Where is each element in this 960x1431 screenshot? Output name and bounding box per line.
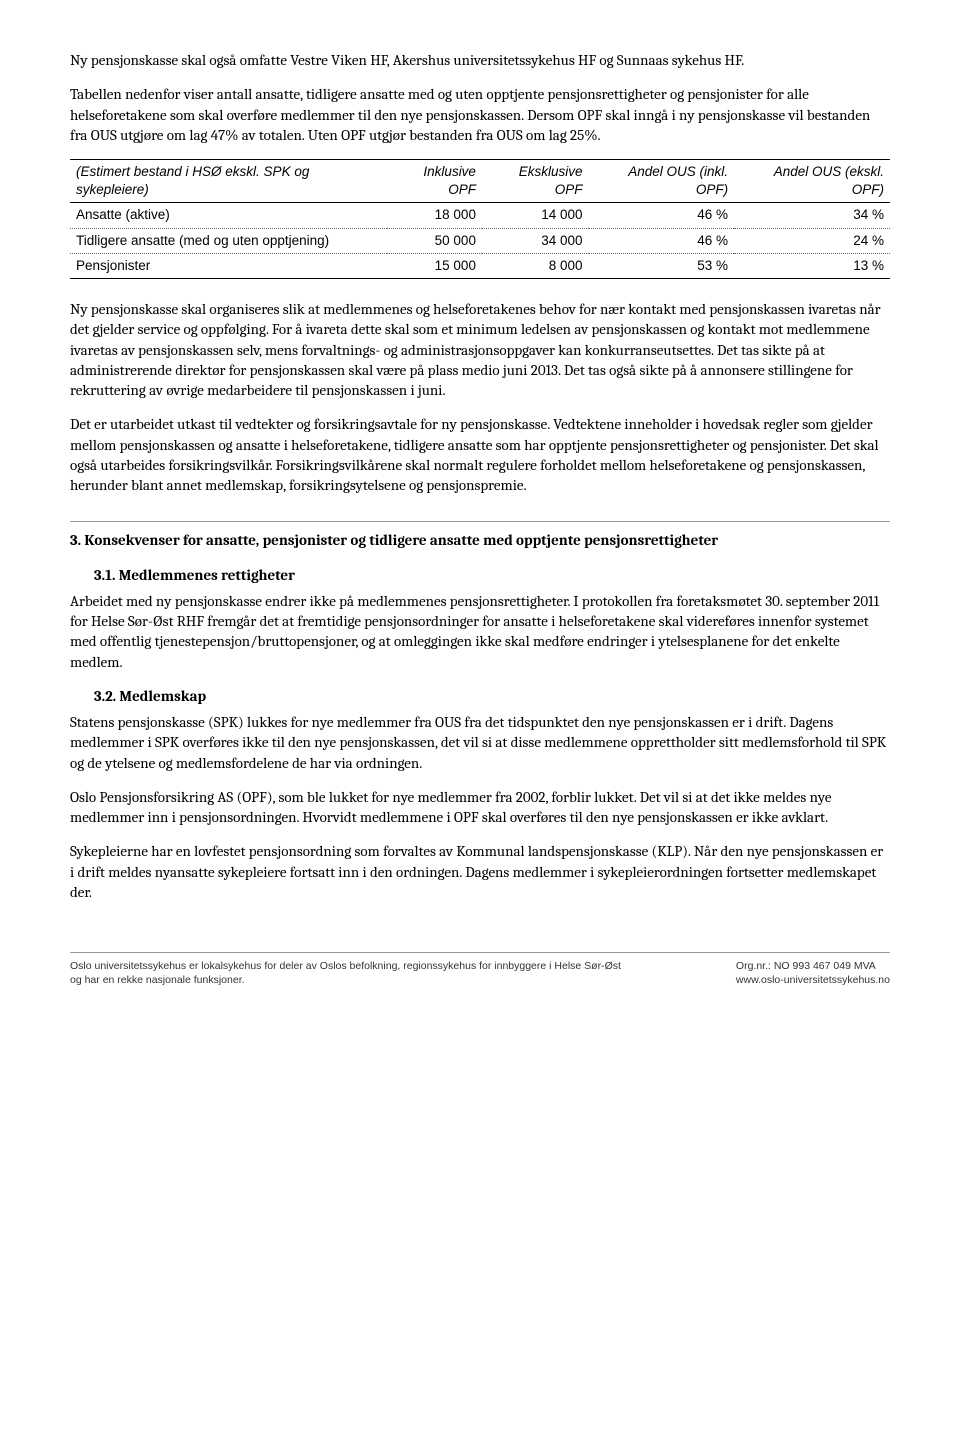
cell: 15 000 [387,253,482,278]
section-3-2-paragraph-3: Sykepleierne har en lovfestet pensjonsor… [70,841,890,902]
footer-left: Oslo universitetssykehus er lokalsykehus… [70,959,630,987]
col-header-0: (Estimert bestand i HSØ ekskl. SPK og sy… [70,160,387,203]
cell: 34 % [734,203,890,228]
estimate-table: (Estimert bestand i HSØ ekskl. SPK og sy… [70,159,890,279]
page-footer: Oslo universitetssykehus er lokalsykehus… [70,952,890,987]
table-row: Pensjonister 15 000 8 000 53 % 13 % [70,253,890,278]
section-3-1-paragraph: Arbeidet med ny pensjonskasse endrer ikk… [70,591,890,672]
footer-orgnr: Org.nr.: NO 993 467 049 MVA [736,959,890,973]
cell: 24 % [734,228,890,253]
cell: 50 000 [387,228,482,253]
col-header-2: Eksklusive OPF [482,160,589,203]
table-row: Ansatte (aktive) 18 000 14 000 46 % 34 % [70,203,890,228]
cell: 46 % [589,203,735,228]
section-3-2-heading: 3.2. Medlemskap [94,686,890,706]
cell: 8 000 [482,253,589,278]
cell: 14 000 [482,203,589,228]
cell: 46 % [589,228,735,253]
section-3-2-paragraph-2: Oslo Pensjonsforsikring AS (OPF), som bl… [70,787,890,828]
cell: 53 % [589,253,735,278]
footer-right: Org.nr.: NO 993 467 049 MVA www.oslo-uni… [736,959,890,987]
mid-paragraph-1: Ny pensjonskasse skal organiseres slik a… [70,299,890,400]
cell: 13 % [734,253,890,278]
footer-url: www.oslo-universitetssykehus.no [736,973,890,987]
cell: Pensjonister [70,253,387,278]
col-header-1: Inklusive OPF [387,160,482,203]
mid-paragraph-2: Det er utarbeidet utkast til vedtekter o… [70,414,890,495]
col-header-4: Andel OUS (ekskl. OPF) [734,160,890,203]
cell: 34 000 [482,228,589,253]
section-3-2-paragraph-1: Statens pensjonskasse (SPK) lukkes for n… [70,712,890,773]
col-header-3: Andel OUS (inkl. OPF) [589,160,735,203]
cell: 18 000 [387,203,482,228]
table-header-row: (Estimert bestand i HSØ ekskl. SPK og sy… [70,160,890,203]
intro-paragraph-1: Ny pensjonskasse skal også omfatte Vestr… [70,50,890,70]
intro-paragraph-2: Tabellen nedenfor viser antall ansatte, … [70,84,890,145]
table-row: Tidligere ansatte (med og uten opptjenin… [70,228,890,253]
cell: Ansatte (aktive) [70,203,387,228]
cell: Tidligere ansatte (med og uten opptjenin… [70,228,387,253]
section-3-1-heading: 3.1. Medlemmenes rettigheter [94,565,890,585]
section-3-heading: 3. Konsekvenser for ansatte, pensjoniste… [70,521,890,550]
